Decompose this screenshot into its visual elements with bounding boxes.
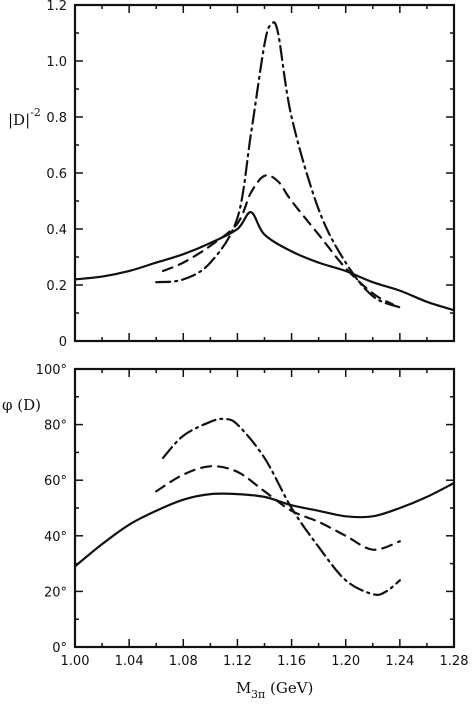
- bottom-y-tick-label: 100°: [36, 363, 67, 378]
- x-tick-label: 1.12: [223, 654, 252, 669]
- bottom-solid-curve: [73, 481, 456, 568]
- top-solid-curve: [73, 211, 456, 312]
- top-curve-group: [73, 21, 456, 312]
- top-dash-dot-curve: [155, 21, 401, 309]
- x-tick-label: 1.20: [331, 654, 360, 669]
- x-axis-label-sub: 3π: [251, 688, 265, 701]
- top-tick-group: 0 0.2 0.4 0.6 0.8 1.0 1.2: [46, 0, 455, 350]
- x-axis-label-main: M: [236, 679, 251, 697]
- bottom-dash-dot-curve: [161, 417, 401, 596]
- top-y-tick-label: 1.2: [46, 0, 67, 14]
- top-y-tick-label: 1.0: [46, 55, 67, 70]
- x-tick-label: 1.08: [169, 654, 198, 669]
- top-y-tick-label: 0: [59, 335, 67, 350]
- top-dashed-curve: [161, 174, 395, 306]
- top-y-label-superscript: -2: [30, 106, 41, 119]
- bottom-y-axis-label: φ (D): [2, 396, 41, 414]
- bottom-y-tick-label: 60°: [44, 474, 67, 489]
- bottom-y-tick-label: 40°: [44, 530, 67, 545]
- top-y-axis-label: |D|-2: [8, 106, 41, 129]
- bottom-panel: 0° 20° 40° 60° 80° 100° 1.00 1.04 1.08 1.12 1.16 1.…: [2, 363, 468, 701]
- bottom-y-tick-label: 80°: [44, 419, 67, 434]
- bottom-y-tick-label: 0°: [52, 641, 67, 656]
- bottom-x-axis-label: M 3π (GeV): [236, 679, 313, 701]
- top-y-label-base: |D|: [8, 111, 30, 129]
- top-panel: 0 0.2 0.4 0.6 0.8 1.0 1.2 |D|-2: [8, 0, 456, 350]
- x-tick-label: 1.04: [115, 654, 144, 669]
- top-y-tick-label: 0.8: [46, 111, 67, 126]
- bottom-dashed-curve: [155, 465, 401, 551]
- x-tick-label: 1.28: [440, 654, 469, 669]
- top-y-tick-label: 0.6: [46, 167, 67, 182]
- x-axis-label-units: (GeV): [270, 679, 313, 697]
- x-tick-label: 1.00: [61, 654, 90, 669]
- bottom-curve-group: [73, 417, 456, 596]
- bottom-tick-group: 0° 20° 40° 60° 80° 100° 1.00 1.04 1.08 1.12 1.16 1.…: [36, 363, 469, 669]
- top-y-tick-label: 0.2: [46, 279, 67, 294]
- x-tick-label: 1.24: [385, 654, 414, 669]
- bottom-y-tick-label: 20°: [44, 585, 67, 600]
- top-y-tick-label: 0.4: [46, 223, 67, 238]
- x-tick-label: 1.16: [277, 654, 306, 669]
